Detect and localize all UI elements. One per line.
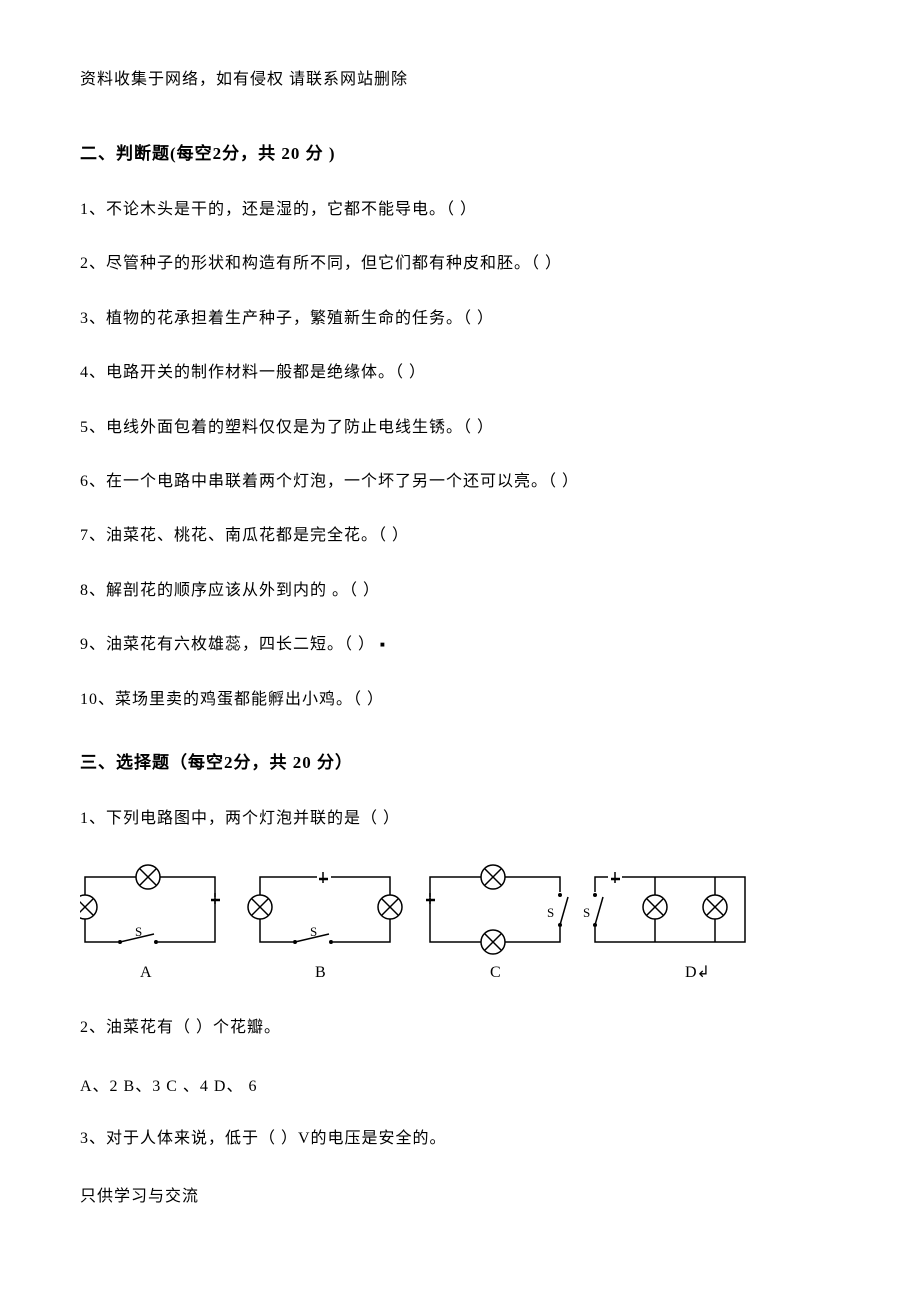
judgment-item: 1、不论木头是干的，还是湿的，它都不能导电。（ ） bbox=[80, 199, 840, 221]
judgment-item: 10、菜场里卖的鸡蛋都能孵出小鸡。（ ） bbox=[80, 689, 840, 711]
choice-item: 1、下列电路图中，两个灯泡并联的是（ ） bbox=[80, 808, 840, 830]
judgment-item: 5、电线外面包着的塑料仅仅是为了防止电线生锈。（ ） bbox=[80, 417, 840, 439]
circuit-diagram: S A S B bbox=[80, 862, 840, 992]
svg-text:S: S bbox=[583, 905, 590, 920]
judgment-item: 9、油菜花有六枚雄蕊，四长二短。（ ） ■ bbox=[80, 634, 840, 656]
section-2-title: 二、判断题(每空2分，共 20 分 ) bbox=[80, 139, 840, 164]
item-text: 9、油菜花有六枚雄蕊，四长二短。（ ） bbox=[80, 636, 375, 653]
judgment-item: 8、解剖花的顺序应该从外到内的 。（ ） bbox=[80, 580, 840, 602]
choice-item: 3、对于人体来说，低于（ ）V的电压是安全的。 bbox=[80, 1128, 840, 1150]
svg-text:S: S bbox=[135, 924, 142, 939]
judgment-item: 3、植物的花承担着生产种子，繁殖新生命的任务。（ ） bbox=[80, 308, 840, 330]
judgment-item: 2、尽管种子的形状和构造有所不同，但它们都有种皮和胚。（ ） bbox=[80, 253, 840, 275]
circuit-option-d: S D↲ bbox=[583, 870, 745, 981]
circuit-option-c: S C bbox=[423, 865, 568, 981]
svg-text:S: S bbox=[547, 905, 554, 920]
section-3-title: 三、选择题（每空2分，共 20 分） bbox=[80, 748, 840, 773]
judgment-item: 6、在一个电路中串联着两个灯泡，一个坏了另一个还可以亮。（ ） bbox=[80, 471, 840, 493]
svg-text:S: S bbox=[310, 924, 317, 939]
circuit-label-c: C bbox=[490, 964, 501, 981]
choice-options: A、2 B、3 C 、4 D、 6 bbox=[80, 1072, 840, 1096]
judgment-item: 7、油菜花、桃花、南瓜花都是完全花。（ ） bbox=[80, 525, 840, 547]
circuit-label-d: D↲ bbox=[685, 964, 710, 981]
marker-icon: ■ bbox=[380, 640, 386, 649]
judgment-item: 4、电路开关的制作材料一般都是绝缘体。（ ） bbox=[80, 362, 840, 384]
circuit-svg: S A S B bbox=[80, 862, 760, 992]
circuit-label-b: B bbox=[315, 964, 326, 981]
header-note: 资料收集于网络，如有侵权 请联系网站删除 bbox=[80, 65, 840, 89]
footer-note: 只供学习与交流 bbox=[80, 1182, 840, 1206]
circuit-option-b: S B bbox=[248, 870, 402, 981]
circuit-option-a: S A bbox=[80, 865, 222, 981]
choice-item: 2、油菜花有（ ）个花瓣。 bbox=[80, 1017, 840, 1039]
circuit-label-a: A bbox=[140, 964, 152, 981]
